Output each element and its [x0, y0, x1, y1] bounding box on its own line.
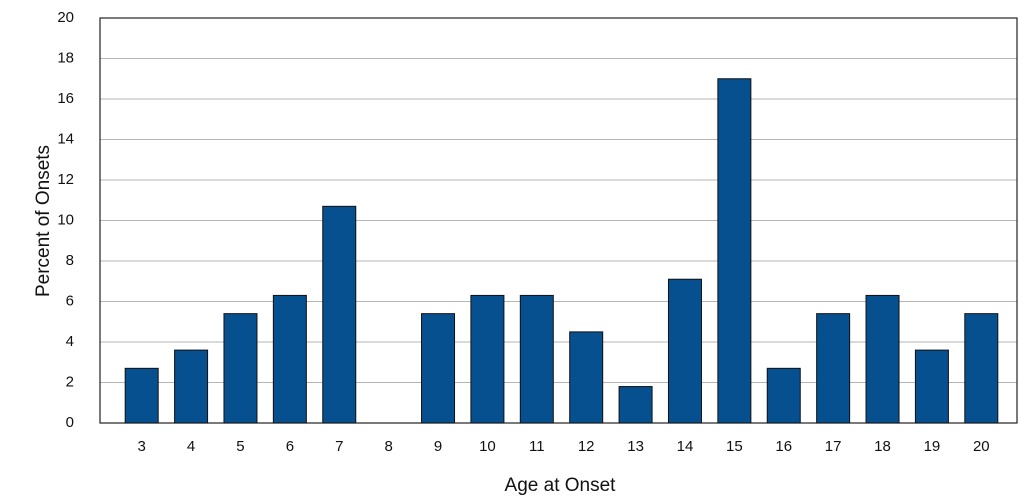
bar [223, 313, 258, 424]
bar [865, 294, 900, 424]
x-tick-label: 20 [973, 438, 990, 455]
bar [914, 349, 949, 424]
x-tick-label: 9 [434, 438, 442, 455]
x-tick-label: 11 [529, 438, 545, 455]
bar [618, 386, 653, 424]
x-tick-label: 6 [286, 438, 294, 455]
bar [816, 313, 851, 424]
x-tick-label: 10 [479, 438, 496, 455]
y-tick-label: 6 [66, 292, 74, 309]
x-tick-label: 15 [726, 438, 743, 455]
y-tick-label: 16 [57, 90, 74, 107]
x-tick-label: 17 [825, 438, 842, 455]
y-tick-label: 18 [57, 49, 74, 66]
bar [519, 294, 554, 424]
x-tick-label: 19 [924, 438, 941, 455]
bar [964, 313, 999, 424]
x-tick-label: 4 [187, 438, 195, 455]
y-tick-label: 0 [66, 414, 74, 431]
bar [174, 349, 209, 424]
bar [124, 367, 159, 424]
y-tick-label: 20 [57, 9, 74, 26]
bar [421, 313, 456, 424]
y-tick-label: 2 [66, 373, 74, 390]
x-tick-label: 3 [138, 438, 146, 455]
y-axis-label: Percent of Onsets [33, 145, 54, 297]
y-tick-label: 4 [66, 333, 74, 350]
x-tick-label: 5 [236, 438, 244, 455]
bar [766, 367, 801, 424]
x-tick-label: 18 [874, 438, 891, 455]
y-tick-label: 12 [57, 171, 74, 188]
x-tick-label: 16 [775, 438, 792, 455]
x-axis-label: Age at Onset [505, 475, 617, 496]
x-tick-label: 7 [335, 438, 343, 455]
y-tick-label: 8 [66, 252, 74, 269]
bar [272, 294, 307, 424]
bar [717, 78, 752, 424]
y-tick-label: 14 [57, 130, 74, 147]
y-tick-label: 10 [57, 211, 74, 228]
bar [322, 205, 357, 424]
x-tick-label: 12 [578, 438, 595, 455]
bar [667, 278, 702, 424]
x-tick-label: 14 [677, 438, 694, 455]
bar [569, 331, 604, 424]
plot-frame [99, 17, 1018, 424]
bar [470, 294, 505, 424]
x-tick-label: 8 [384, 438, 392, 455]
x-tick-label: 13 [627, 438, 644, 455]
